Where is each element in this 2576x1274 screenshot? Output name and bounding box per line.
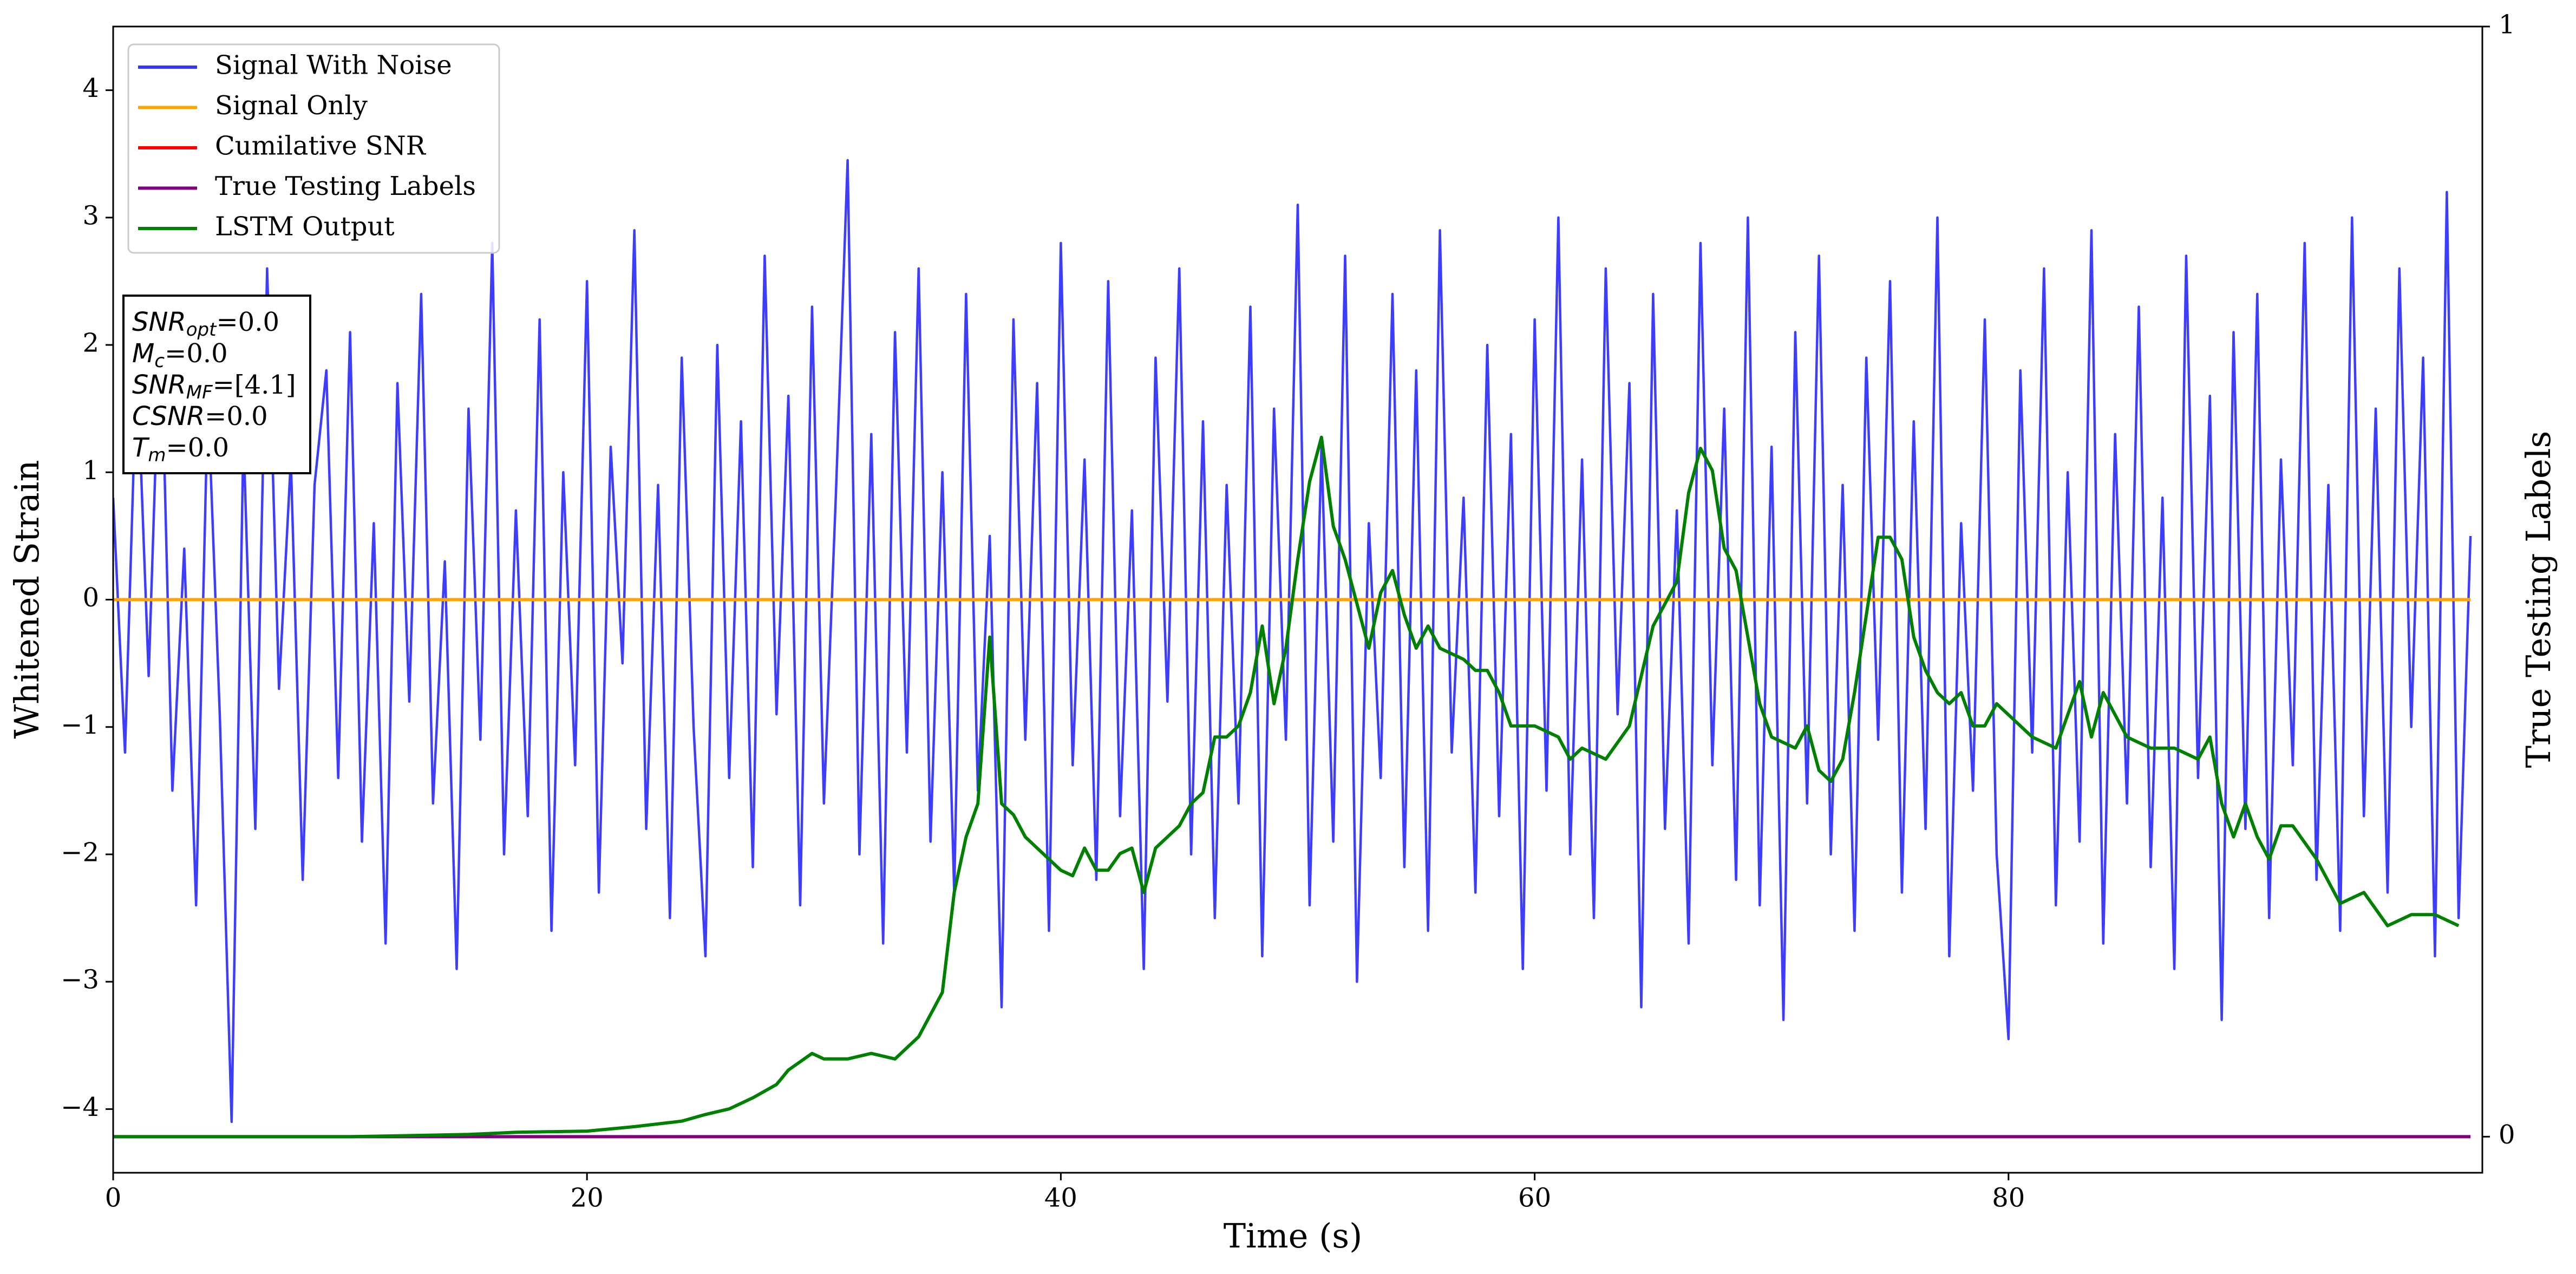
y-tick-label: 0 xyxy=(82,583,99,613)
annotation-line: Mc=0.0 xyxy=(132,338,228,372)
x-tick-label: 40 xyxy=(1044,1183,1077,1213)
annotation-symbol: SNR xyxy=(132,307,186,337)
series-line xyxy=(113,435,2460,1139)
legend: Signal With Noise Signal Only Cumilative S… xyxy=(127,43,500,254)
y-tick-label: −4 xyxy=(61,1092,99,1122)
annotation-line: CSNR=0.0 xyxy=(132,401,268,432)
annotation-subscript: c xyxy=(154,350,165,372)
legend-label: Signal With Noise xyxy=(215,50,452,81)
annotation-line: SNRopt=0.0 xyxy=(132,307,279,341)
y-tick-label: 3 xyxy=(82,200,99,231)
annotation-frame xyxy=(122,295,311,474)
y2-tick-label: 0 xyxy=(2499,1120,2515,1150)
annotation-subscript: m xyxy=(148,445,166,466)
y-tick-label: 1 xyxy=(82,455,99,486)
annotation-value: =0.0 xyxy=(166,433,229,463)
annotation-symbol: M xyxy=(132,338,154,369)
legend-label: Signal Only xyxy=(215,90,368,121)
y-tick-label: −1 xyxy=(61,710,99,740)
legend-box xyxy=(127,43,500,254)
y-tick-label: 4 xyxy=(82,73,99,103)
x-axis-label: Time (s) xyxy=(1224,1216,1363,1256)
y-tick-label: −2 xyxy=(61,837,99,867)
x-tick-label: 80 xyxy=(1992,1183,2025,1213)
annotation-value: =0.0 xyxy=(165,338,228,369)
y-tick-label: −3 xyxy=(61,965,99,995)
annotation-value: =0.0 xyxy=(205,401,268,432)
annotation-value: =0.0 xyxy=(216,307,279,337)
annotation-symbol: T xyxy=(132,433,150,463)
series-line xyxy=(113,159,2472,1123)
x-tick-label: 20 xyxy=(571,1183,604,1213)
x-tick-label: 60 xyxy=(1518,1183,1551,1213)
legend-label: True Testing Labels xyxy=(215,171,476,201)
annotation-symbol: CSNR xyxy=(132,401,205,432)
legend-label: LSTM Output xyxy=(215,212,395,242)
annotation-line: Tm=0.0 xyxy=(132,433,229,466)
y-tick-label: 2 xyxy=(82,328,99,358)
x-tick-label: 0 xyxy=(105,1183,122,1213)
y2-tick-label: 1 xyxy=(2499,10,2515,40)
annotation-subscript: MF xyxy=(186,382,213,403)
y2-axis-label: True Testing Labels xyxy=(2519,431,2558,768)
legend-label: Cumilative SNR xyxy=(215,131,427,161)
annotation-symbol: SNR xyxy=(132,370,186,400)
annotation-subscript: opt xyxy=(186,319,217,341)
plot-area xyxy=(113,159,2472,1139)
annotation-box: SNRopt=0.0Mc=0.0SNRMF=[4.1]CSNR=0.0Tm=0.… xyxy=(122,295,311,474)
annotation-value: =[4.1] xyxy=(213,370,296,400)
y-axis-label: Whitened Strain xyxy=(7,460,47,739)
annotation-line: SNRMF=[4.1] xyxy=(132,370,296,403)
